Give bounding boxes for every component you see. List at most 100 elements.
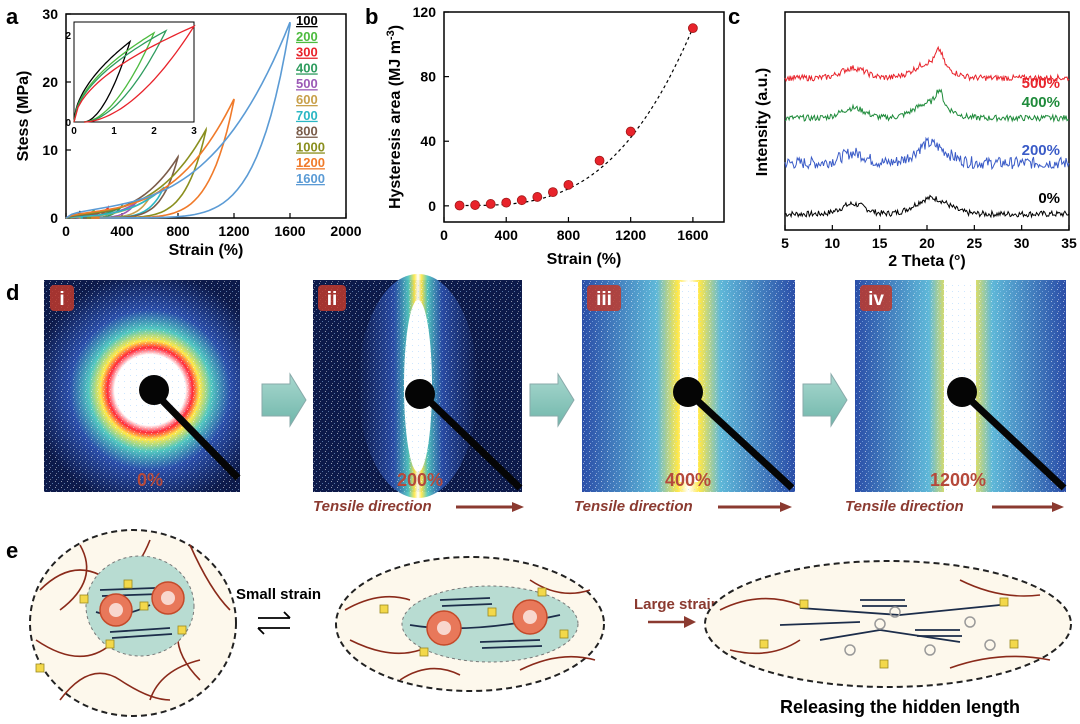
xrd-curve-400% [784,88,1070,123]
saxs-image-ii: ii 200% [313,274,523,498]
chart-a-xlabel: Strain (%) [169,242,244,259]
chart-b-xtick: 400 [495,227,519,243]
legend-600: 600 [296,92,318,107]
chart-a-xtick: 1200 [218,223,249,239]
legend-200: 200 [296,29,318,44]
inset-curve [73,29,168,123]
chart-c-xtick: 5 [781,235,789,251]
hysteresis-point [594,155,605,166]
process-arrow-3 [802,372,848,428]
panel-label-a: a [6,4,19,29]
process-arrow-2 [529,372,575,428]
network-state-large-strain [704,560,1072,688]
small-strain-label: Small strain [236,586,321,603]
saxs-roman-ii: ii [327,289,338,310]
saxs-strain-iii: 400% [665,470,711,490]
legend-1000: 1000 [296,139,325,154]
saxs-image-iii: iii 400% [582,280,795,492]
hysteresis-point [501,197,512,208]
chart-b-xlabel: Strain (%) [547,251,622,268]
chart-a-frame [65,13,347,219]
chart-a-ytick: 20 [42,74,58,90]
network-state-small-strain [335,556,605,692]
legend-300: 300 [296,45,318,60]
chart-b-ytick: 80 [420,69,436,85]
chart-a-ytick: 10 [42,142,58,158]
inset-xtick: 3 [191,126,197,137]
inset-xtick: 1 [111,126,117,137]
chart-c-ylabel: Intensity (a.u.) [754,68,771,176]
tensile-direction-3: Tensile direction [845,498,964,515]
inset-curve [73,24,196,123]
chart-b-xtick: 1600 [677,227,708,243]
process-arrow-1 [261,372,307,428]
hysteresis-point [625,126,636,137]
saxs-roman-iii: iii [596,289,612,310]
xrd-curve-0% [784,194,1070,219]
saxs-image-i: i 0% [44,280,241,492]
inset-ytick: 0 [65,118,71,129]
large-strain-label: Large strain [634,596,720,613]
inset-curve [73,39,132,123]
legend-100: 100 [296,13,318,28]
chart-c-xtick: 15 [872,235,888,251]
xrd-curve-500% [784,45,1070,83]
legend-400: 400 [296,60,318,75]
hysteresis-point [563,179,574,190]
saxs-panel: i 0% ii 200% iii [44,274,1067,515]
stress-curve-1600 [65,21,291,219]
panel-label-e: e [6,538,18,563]
xrd-label-200%: 200% [1022,142,1060,159]
chart-b-ytick: 40 [420,133,436,149]
chart-a-ytick: 30 [42,6,58,22]
chart-a-xtick: 0 [62,223,70,239]
panel-label-c: c [728,4,740,29]
xrd-curve-200% [784,136,1070,171]
chart-b-xtick: 800 [557,227,581,243]
hysteresis-point [516,195,527,206]
hysteresis-point [454,200,465,211]
stress-curve-1000 [65,126,207,219]
inset-frame [73,21,195,123]
saxs-strain-iv: 1200% [930,470,986,490]
saxs-image-iv: iv 1200% [855,280,1067,492]
chart-b-ylabel: Hysteresis area (MJ m-3) [385,25,404,209]
legend-800: 800 [296,124,318,139]
chart-b-xtick: 1200 [615,227,646,243]
chart-c-frame [784,11,1070,231]
chart-c-xtick: 10 [825,235,841,251]
hysteresis-point [470,200,481,210]
chart-b-xtick: 0 [440,227,448,243]
tensile-arrow-3 [1052,502,1064,512]
saxs-roman-iv: iv [868,289,884,310]
chart-c-xtick: 20 [919,235,935,251]
inset-xtick: 0 [71,126,77,137]
chart-a-xtick: 1600 [274,223,305,239]
chart-b-ytick: 120 [413,4,437,20]
chart-b-frame [443,11,725,223]
legend-1600: 1600 [296,171,325,186]
inset-xtick: 2 [151,126,157,137]
equilibrium-arrows [257,611,291,635]
saxs-strain-i: 0% [137,470,163,490]
chart-a-ylabel: Stess (MPa) [15,71,32,162]
hysteresis-point [532,192,543,202]
large-strain-arrow [684,616,696,628]
saxs-strain-ii: 200% [397,470,443,490]
tensile-direction-1: Tensile direction [313,498,432,515]
chart-a-ytick: 0 [50,210,58,226]
xrd-label-500%: 500% [1022,75,1060,92]
panel-label-d: d [6,280,19,305]
inset-ytick: 2 [65,31,71,42]
tensile-arrow-1 [512,502,524,512]
mechanism-schematic: Small strain [29,529,1072,717]
legend-700: 700 [296,108,318,123]
chart-c-xtick: 30 [1014,235,1030,251]
chart-c-xlabel: 2 Theta (°) [888,253,966,270]
xrd-chart: 5 10 15 20 25 30 35 500% 400% 200% 0% 2 Theta (°)… [754,11,1077,270]
fit-line [459,27,694,207]
releasing-caption: Releasing the hidden length [780,697,1020,717]
panel-label-b: b [365,4,378,29]
chart-c-xtick: 35 [1061,235,1077,251]
inset-curve [73,31,156,123]
